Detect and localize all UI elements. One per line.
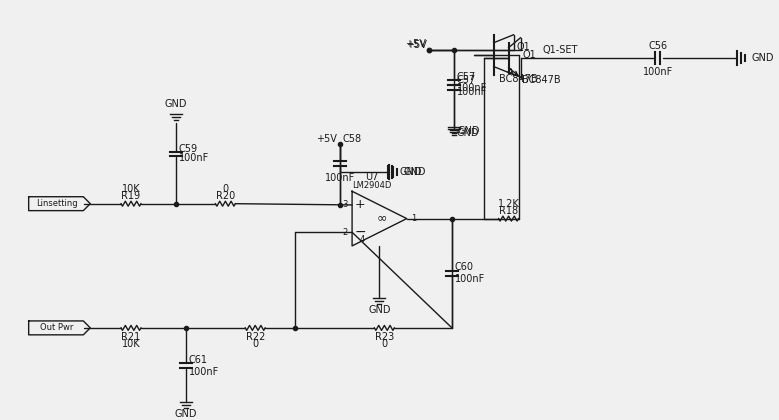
Text: C58: C58 xyxy=(343,134,361,144)
Text: BC847B: BC847B xyxy=(499,74,538,84)
Text: U7: U7 xyxy=(365,172,378,182)
Text: +5V: +5V xyxy=(315,134,337,144)
Text: LM2904D: LM2904D xyxy=(352,181,391,190)
Text: Linsetting: Linsetting xyxy=(36,199,77,208)
Text: +5V: +5V xyxy=(406,40,427,50)
Text: 0: 0 xyxy=(252,339,259,349)
Text: 0: 0 xyxy=(222,184,228,194)
Text: GND: GND xyxy=(164,99,187,109)
Text: GND: GND xyxy=(404,167,426,177)
Text: 1: 1 xyxy=(411,214,416,223)
Text: 100nF: 100nF xyxy=(189,367,219,377)
Text: +5V: +5V xyxy=(405,39,426,49)
Text: Out Pwr: Out Pwr xyxy=(40,323,73,332)
Text: 4: 4 xyxy=(359,236,365,244)
Text: 100nF: 100nF xyxy=(455,274,485,284)
Text: −: − xyxy=(354,225,366,239)
Text: 100nF: 100nF xyxy=(457,87,487,97)
Text: 100nF: 100nF xyxy=(178,153,209,163)
Text: R18: R18 xyxy=(499,206,518,215)
Text: C57: C57 xyxy=(457,71,476,81)
Text: R22: R22 xyxy=(245,332,265,342)
Text: Q1: Q1 xyxy=(523,50,536,60)
Text: GND: GND xyxy=(400,167,421,177)
Text: 0: 0 xyxy=(381,339,387,349)
Text: C61: C61 xyxy=(189,354,208,365)
Text: GND: GND xyxy=(174,410,197,419)
Text: 1.2K: 1.2K xyxy=(498,199,520,209)
Text: C59: C59 xyxy=(178,144,198,154)
Text: GND: GND xyxy=(458,126,481,136)
Text: ∞: ∞ xyxy=(376,211,386,224)
Text: Q1-SET: Q1-SET xyxy=(542,45,578,55)
Text: 10K: 10K xyxy=(122,184,140,194)
Text: Q1: Q1 xyxy=(516,42,530,52)
Text: GND: GND xyxy=(457,128,479,138)
Text: C57: C57 xyxy=(457,76,476,86)
Text: 3: 3 xyxy=(343,200,348,210)
Text: C56: C56 xyxy=(648,41,667,51)
Text: 100nF: 100nF xyxy=(457,84,487,93)
Text: R19: R19 xyxy=(122,191,140,201)
Text: C60: C60 xyxy=(455,262,474,272)
Text: 100nF: 100nF xyxy=(325,173,354,183)
Text: +: + xyxy=(354,198,365,211)
Text: R20: R20 xyxy=(216,191,235,201)
Text: R23: R23 xyxy=(375,332,394,342)
Text: GND: GND xyxy=(368,305,390,315)
Text: 10K: 10K xyxy=(122,339,140,349)
Text: R21: R21 xyxy=(122,332,141,342)
Text: BC847B: BC847B xyxy=(523,76,561,86)
Text: 100nF: 100nF xyxy=(643,66,673,76)
Text: GND: GND xyxy=(751,52,774,63)
Text: 2: 2 xyxy=(343,228,348,237)
